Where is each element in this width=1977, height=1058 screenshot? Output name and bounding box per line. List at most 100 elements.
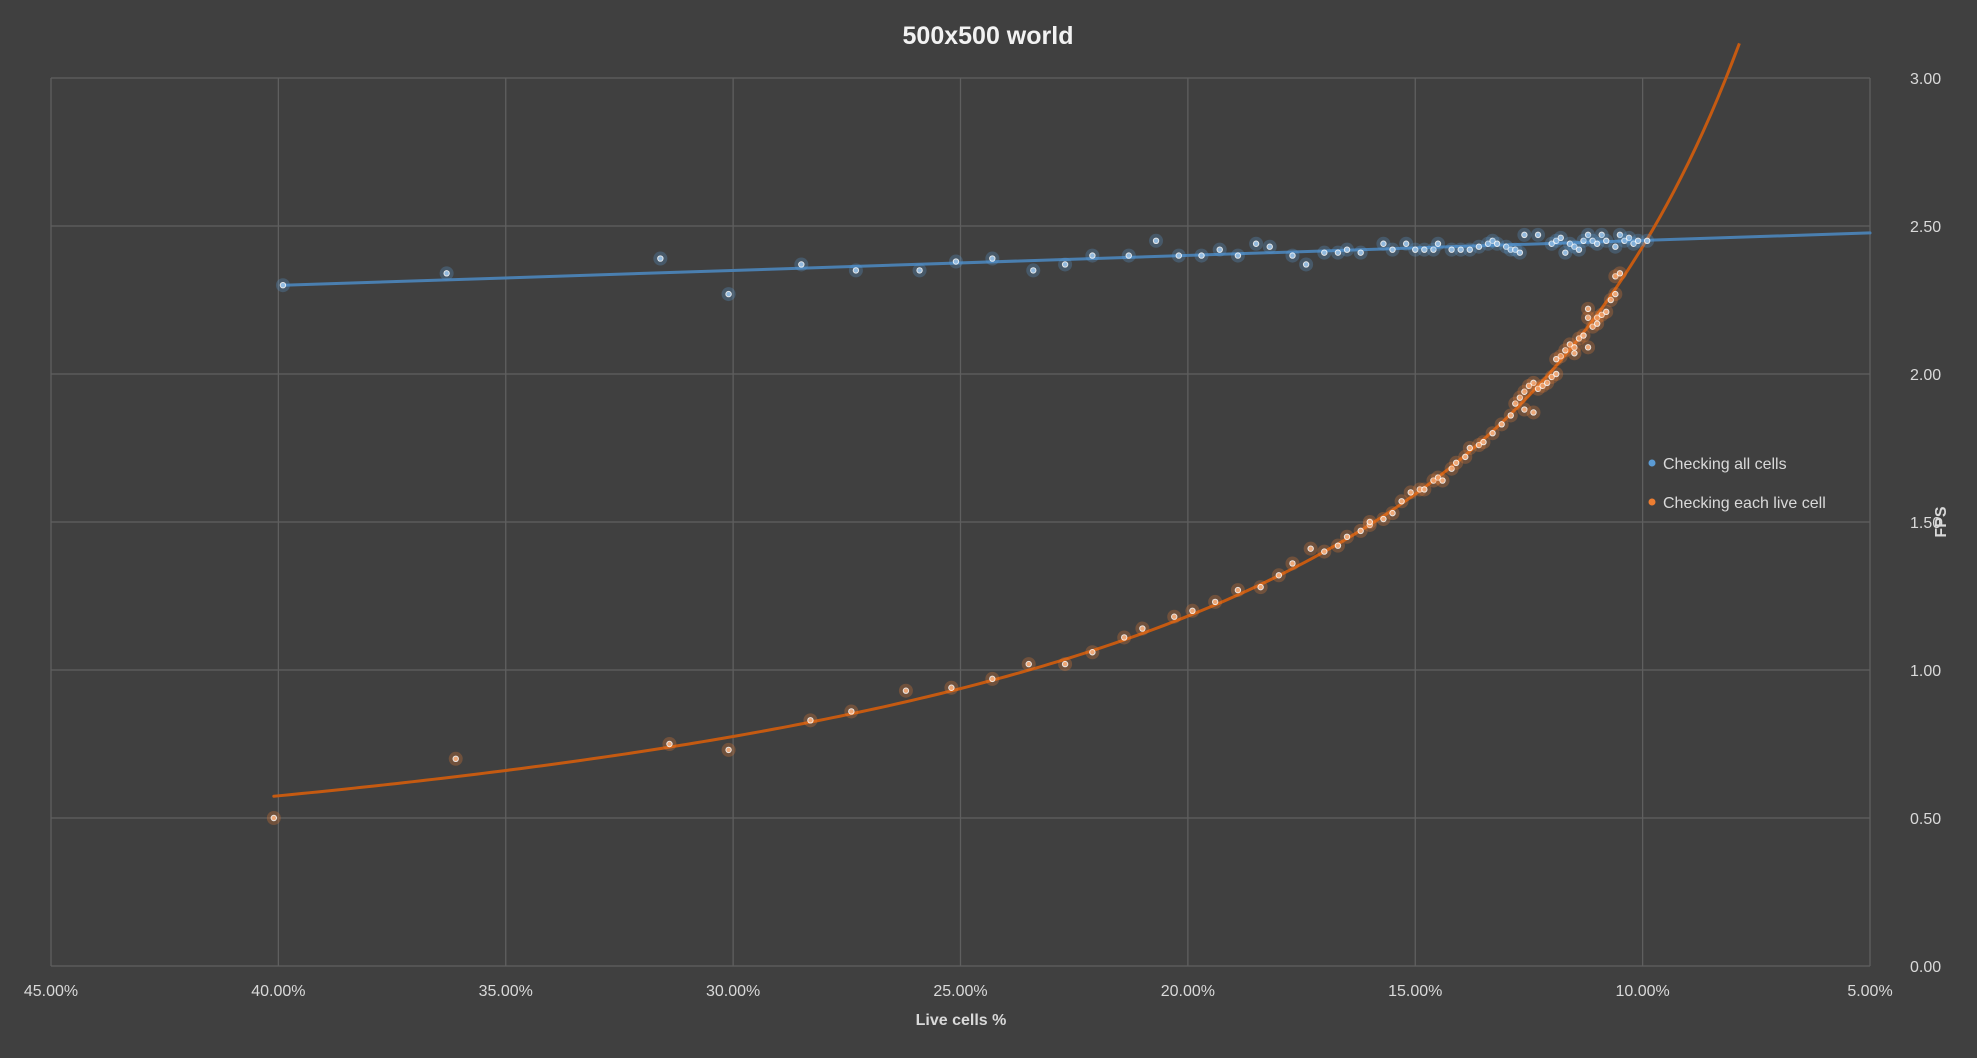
data-point-core — [1467, 247, 1473, 252]
data-point-core — [1490, 238, 1495, 243]
data-point-series-1 — [1512, 245, 1527, 260]
data-point-series-1 — [1026, 263, 1041, 278]
data-point-series-2 — [1185, 603, 1200, 618]
data-point-core — [1476, 244, 1482, 249]
data-point-series-1 — [1444, 242, 1459, 257]
data-point-core — [444, 271, 449, 276]
data-point-series-2 — [1503, 408, 1518, 423]
data-point-series-2 — [1458, 449, 1473, 464]
data-point-core — [1585, 315, 1591, 320]
data-point-series-2 — [1058, 657, 1073, 672]
data-point-series-2 — [985, 671, 1000, 686]
data-point-core — [1554, 357, 1559, 362]
data-point-series-2 — [1494, 417, 1509, 432]
data-point-core — [1463, 454, 1468, 460]
data-point-series-2 — [1590, 316, 1605, 331]
data-point-series-2 — [1385, 506, 1400, 521]
data-point-series-1 — [1417, 242, 1432, 257]
data-point-series-1 — [1353, 245, 1368, 260]
data-point-core — [1431, 478, 1436, 483]
data-point-series-2 — [1167, 609, 1182, 624]
data-point-series-2 — [1608, 287, 1623, 302]
data-point-series-1 — [1490, 236, 1505, 251]
data-point-core — [1476, 442, 1482, 448]
x-tick-label: 30.00% — [706, 983, 760, 1000]
data-point-core — [917, 268, 922, 273]
data-point-core — [658, 256, 663, 261]
data-point-core — [1622, 238, 1627, 243]
data-point-core — [903, 688, 909, 693]
data-point-series-1 — [1385, 242, 1400, 257]
data-point-core — [1481, 439, 1486, 445]
data-point-series-2 — [803, 713, 818, 728]
x-axis-title: Live cells % — [916, 1012, 1007, 1029]
data-point-core — [1344, 247, 1350, 252]
data-point-series-1 — [1631, 233, 1646, 248]
data-point-core — [1508, 413, 1513, 418]
data-point-series-2 — [1576, 328, 1591, 343]
data-point-core — [1190, 608, 1195, 613]
data-point-core — [1613, 274, 1618, 279]
data-point-series-1 — [1230, 248, 1245, 263]
data-point-core — [1358, 528, 1363, 534]
data-point-series-2 — [1394, 494, 1409, 509]
data-point-core — [1504, 244, 1509, 249]
data-point-series-1 — [1558, 245, 1573, 260]
data-point-series-1 — [948, 254, 963, 269]
data-point-series-1 — [1340, 242, 1355, 257]
data-point-series-1 — [1471, 239, 1486, 254]
data-point-series-2 — [1135, 621, 1150, 636]
data-point-series-1 — [1517, 227, 1532, 242]
data-point-series-2 — [1285, 556, 1300, 571]
data-point-core — [1531, 380, 1536, 386]
y-tick-label: 1.00 — [1910, 663, 1941, 680]
data-point-series-1 — [1212, 242, 1227, 257]
data-point-core — [990, 676, 995, 682]
data-point-core — [953, 259, 959, 264]
data-point-core — [1358, 250, 1363, 255]
data-point-core — [1544, 380, 1550, 386]
x-tick-label: 20.00% — [1161, 983, 1215, 1000]
data-point-series-2 — [1517, 402, 1532, 417]
data-point-core — [1381, 241, 1386, 246]
data-point-series-1 — [1330, 245, 1345, 260]
data-point-core — [1549, 374, 1554, 380]
data-point-core — [1485, 241, 1491, 246]
data-point-series-2 — [1417, 482, 1432, 497]
data-point-core — [1422, 247, 1427, 252]
data-point-core — [1594, 321, 1600, 326]
data-point-core — [1554, 238, 1559, 243]
data-point-core — [1531, 410, 1536, 415]
data-point-core — [1062, 661, 1068, 667]
data-point-series-2 — [721, 742, 736, 757]
data-point-series-2 — [1567, 340, 1582, 355]
y-axis-title: FPS — [1933, 506, 1950, 537]
data-point-core — [799, 262, 804, 267]
data-point-core — [1540, 383, 1545, 389]
data-point-series-2 — [1403, 485, 1418, 500]
data-point-core — [808, 718, 813, 723]
data-point-series-1 — [1599, 233, 1614, 248]
x-tick-label: 25.00% — [933, 983, 987, 1000]
data-point-core — [1508, 247, 1513, 252]
data-point-series-2 — [1435, 473, 1450, 488]
data-point-series-2 — [1526, 405, 1541, 420]
data-points — [266, 227, 1655, 825]
data-point-series-2 — [844, 704, 859, 719]
data-point-core — [990, 256, 995, 261]
data-point-series-2 — [944, 680, 959, 695]
data-point-series-1 — [1462, 242, 1477, 257]
data-point-series-2 — [1253, 580, 1268, 595]
data-point-core — [1535, 386, 1541, 391]
data-point-core — [1631, 241, 1636, 246]
data-point-core — [1567, 342, 1573, 347]
x-tick-label: 35.00% — [479, 983, 533, 1000]
data-point-core — [1517, 395, 1523, 400]
y-tick-label: 1.50 — [1910, 515, 1941, 532]
data-point-core — [1435, 475, 1441, 480]
data-point-core — [1581, 238, 1586, 243]
x-tick-label: 45.00% — [24, 983, 78, 1000]
data-point-core — [1449, 247, 1454, 252]
data-point-core — [1613, 291, 1618, 297]
data-point-series-1 — [1085, 248, 1100, 263]
